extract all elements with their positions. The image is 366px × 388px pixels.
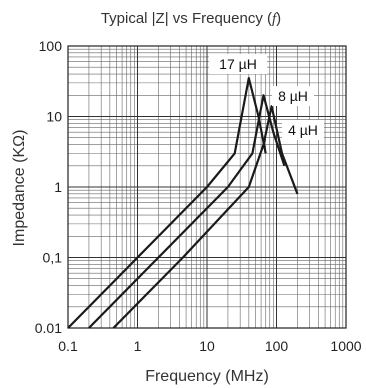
y-tick-label: 100 [39,38,63,54]
chart-title-part-3: ) [276,10,281,27]
x-tick-label: 1 [134,338,142,354]
y-tick-label: 1 [54,179,62,195]
x-tick-labels: 0.1 1 10 100 1000 [58,338,362,354]
series-label-0: 17 µH [219,56,257,72]
y-axis-label: Impedance (KΩ) [11,130,28,247]
y-tick-label: 0,1 [43,250,63,266]
x-tick-label: 0.1 [58,338,78,354]
x-tick-label: 10 [199,338,215,354]
series-labels: 17 µH 8 µH 4 µH [209,54,324,140]
series-label-box [272,86,314,106]
y-tick-labels: 0.01 0,1 1 10 100 [35,38,62,336]
chart-title-part-1: Typical |Z| vs Frequency ( [101,10,272,27]
y-tick-label: 10 [46,109,62,125]
x-tick-label: 1000 [330,338,361,354]
x-axis-label: Frequency (MHz) [145,368,269,385]
series-label-2: 4 µH [288,122,318,138]
series-line-2 [112,105,299,329]
series-line-0 [67,77,267,329]
series-label-box [209,54,267,74]
series-label-1: 8 µH [278,88,308,104]
series-label-box [282,120,324,140]
series-line-1 [88,94,286,329]
chart-title: Typical |Z| vs Frequency (f) [101,10,281,27]
chart-title-f: f [272,11,278,27]
plot-frame [67,45,347,329]
y-tick-label: 0.01 [35,320,62,336]
series-lines [67,77,299,329]
x-tick-label: 100 [265,338,289,354]
